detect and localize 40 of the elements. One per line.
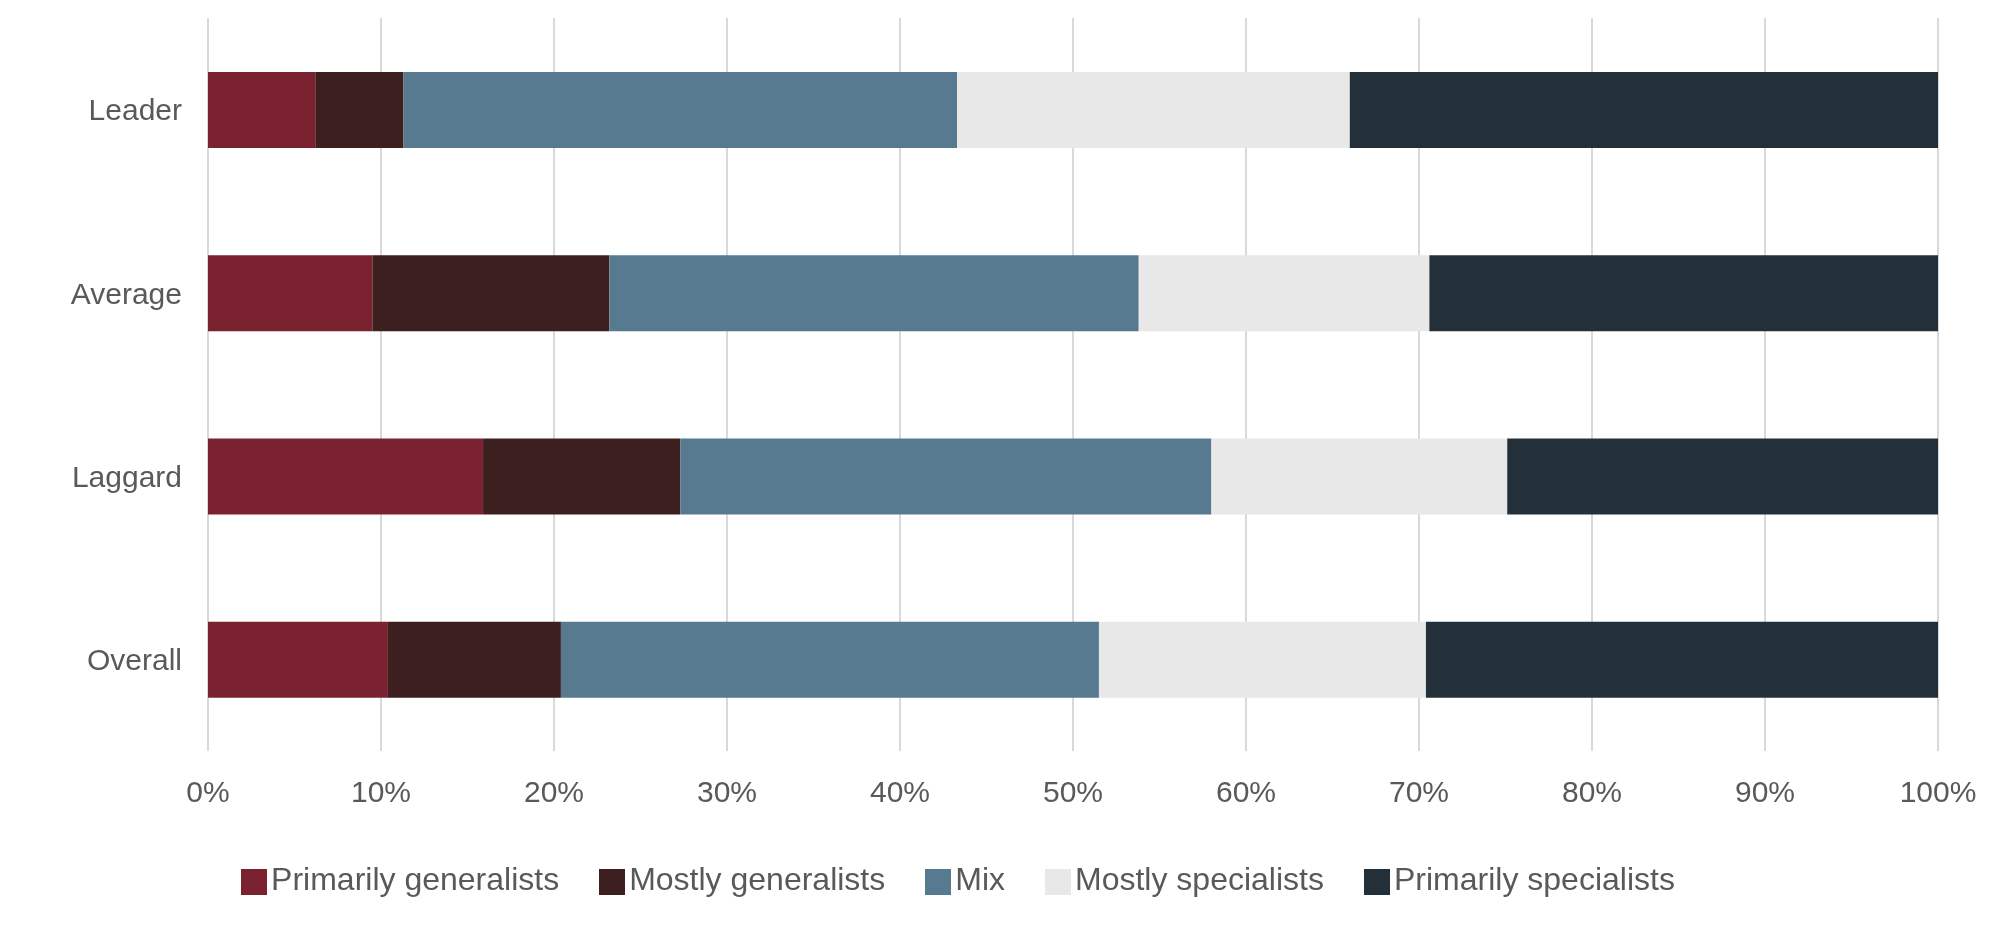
bar — [1425, 621, 1938, 698]
bar — [1429, 255, 1938, 332]
y-tick-label: Leader — [88, 93, 182, 127]
bar — [957, 72, 1350, 148]
bar — [1211, 438, 1508, 515]
bar — [208, 438, 484, 515]
legend-label: Mix — [955, 861, 1006, 897]
x-tick-label: 100% — [1899, 775, 1977, 809]
bar — [315, 72, 404, 148]
bar — [1507, 438, 1938, 515]
x-tick-label: 90% — [1734, 775, 1796, 809]
bar — [609, 255, 1139, 332]
bar — [403, 72, 958, 148]
y-tick-label: Average — [70, 276, 182, 310]
legend-label: Primarily specialists — [1393, 861, 1675, 897]
x-tick-label: 50% — [1042, 775, 1104, 809]
x-tick-label: 0% — [186, 775, 230, 809]
bar — [208, 255, 373, 332]
x-tick-label: 20% — [523, 775, 585, 809]
x-tick-label: 30% — [696, 775, 758, 809]
x-tick-label: 40% — [869, 775, 931, 809]
bar — [680, 438, 1212, 515]
x-tick-label: 80% — [1561, 775, 1623, 809]
x-tick-label: 10% — [350, 775, 412, 809]
bar — [387, 621, 561, 698]
bar — [372, 255, 610, 332]
x-tick-label: 70% — [1388, 775, 1450, 809]
bar — [483, 438, 681, 515]
legend-label: Primarily generalists — [271, 861, 560, 897]
bar — [208, 621, 388, 698]
x-tick-label: 60% — [1215, 775, 1277, 809]
y-tick-label: Overall — [86, 643, 182, 677]
bar — [1138, 255, 1430, 332]
legend-label: Mostly specialists — [1075, 861, 1324, 897]
bar — [1349, 72, 1938, 148]
bar — [208, 72, 316, 148]
y-tick-label: Laggard — [71, 459, 182, 493]
legend-label: Mostly generalists — [629, 861, 886, 897]
bar — [560, 621, 1099, 698]
bar — [1098, 621, 1426, 698]
